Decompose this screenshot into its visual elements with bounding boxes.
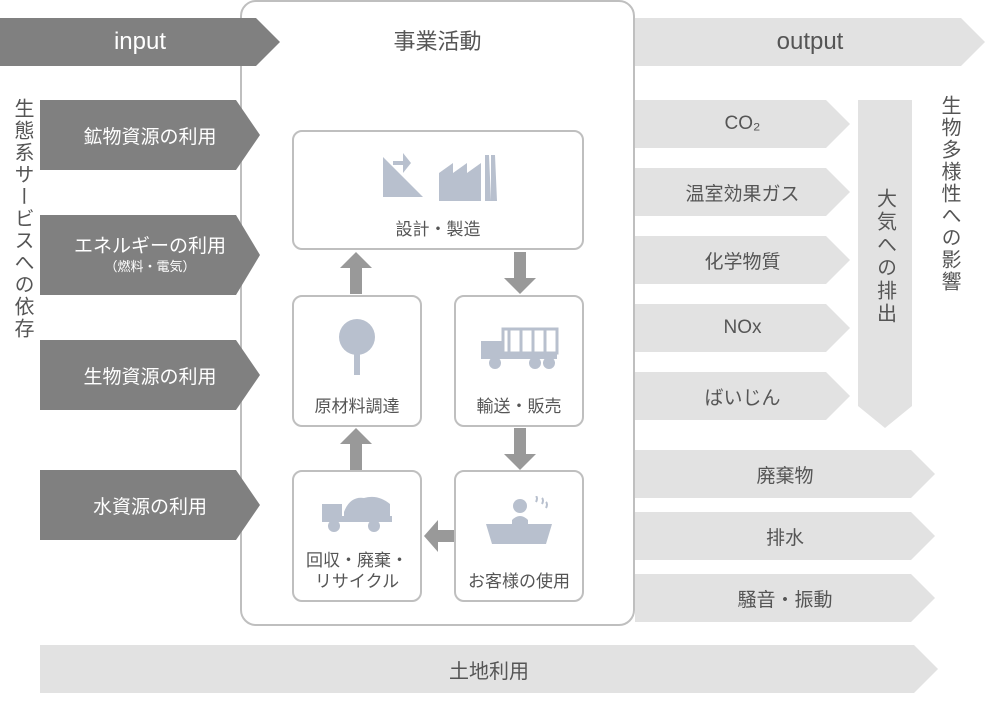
truck-icon <box>479 323 559 371</box>
tree-icon <box>335 317 379 377</box>
input-header: input <box>0 18 280 66</box>
transport-icons <box>479 297 559 397</box>
arrow-design-to-transport <box>504 252 536 294</box>
output-noise: 騒音・振動 <box>635 574 935 622</box>
dumptruck-icon <box>320 490 394 534</box>
input-mineral: 鉱物資源の利用 <box>40 100 260 170</box>
biodiversity-impact-label: 生物多様性への影響 <box>935 95 964 293</box>
output-waste: 廃棄物 <box>635 450 935 498</box>
output-co2: CO₂ <box>635 100 850 148</box>
ecosystem-dependency-label: 生態系サービスへの依存 <box>8 98 37 340</box>
activity-material-label: 原材料調達 <box>315 397 400 417</box>
activity-design: 設計・製造 <box>292 130 584 250</box>
output-nox: NOx <box>635 304 850 352</box>
output-dust: ばいじん <box>635 372 850 420</box>
arrow-customer-to-recycle <box>424 520 454 552</box>
atmosphere-emission-label: 大気への排出 <box>871 188 900 326</box>
bath-icon <box>484 496 554 548</box>
input-energy-label: エネルギーの利用 <box>74 235 226 259</box>
land-use-banner: 土地利用 <box>40 645 938 693</box>
activity-material: 原材料調達 <box>292 295 422 427</box>
input-energy-sub: （燃料・電気） <box>104 259 195 275</box>
factory-icon <box>439 151 497 201</box>
recycle-icons <box>320 472 394 551</box>
activity-customer: お客様の使用 <box>454 470 584 602</box>
input-energy: エネルギーの利用 （燃料・電気） <box>40 215 260 295</box>
customer-icons <box>484 472 554 572</box>
activity-recycle-label: 回収・廃棄・リサイクル <box>306 551 408 592</box>
design-icons <box>379 132 497 220</box>
activity-recycle: 回収・廃棄・リサイクル <box>292 470 422 602</box>
arrow-material-to-design <box>340 252 372 294</box>
center-title: 事業活動 <box>242 24 633 56</box>
atmosphere-emission-box: 大気への排出 <box>858 100 912 428</box>
material-icons <box>335 297 379 397</box>
input-bio: 生物資源の利用 <box>40 340 260 410</box>
activity-design-label: 設計・製造 <box>396 220 481 240</box>
input-water: 水資源の利用 <box>40 470 260 540</box>
output-header: output <box>635 18 985 66</box>
activity-customer-label: お客様の使用 <box>468 572 570 592</box>
activity-transport-label: 輸送・販売 <box>477 397 562 417</box>
arrow-transport-to-customer <box>504 428 536 470</box>
env-flow-diagram: 事業活動 input output 生態系サービスへの依存 大気への排出 生物多… <box>0 0 992 704</box>
ruler-icon <box>379 151 429 201</box>
output-chemical: 化学物質 <box>635 236 850 284</box>
arrow-recycle-to-material <box>340 428 372 470</box>
output-ghg: 温室効果ガス <box>635 168 850 216</box>
activity-transport: 輸送・販売 <box>454 295 584 427</box>
output-water: 排水 <box>635 512 935 560</box>
